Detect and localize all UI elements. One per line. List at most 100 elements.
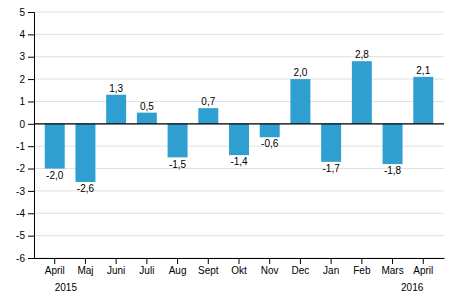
x-tick-label: Sept	[198, 265, 219, 276]
y-tick-mark	[28, 79, 34, 80]
y-tick: 0	[19, 119, 34, 130]
x-tick-mark	[208, 258, 209, 264]
x-tick-label: Nov	[261, 265, 279, 276]
y-tick-label: -3	[16, 186, 25, 197]
x-axis: April Maj Juni Juli Aug Sept Okt Nov Dec Jan Feb Ma…	[35, 258, 445, 276]
grid-line	[34, 12, 444, 13]
x-tick-mark	[177, 258, 178, 264]
data-label: -1,8	[384, 165, 402, 176]
x-tick-mark	[300, 258, 301, 264]
bar	[75, 124, 95, 182]
y-tick-mark	[28, 213, 34, 214]
x-tick-label: Dec	[292, 265, 310, 276]
x-tick-mark	[269, 258, 270, 264]
data-label: 2,8	[355, 49, 369, 60]
y-tick: 3	[19, 51, 34, 62]
data-label: 2,1	[416, 65, 430, 76]
y-tick-label: 4	[19, 29, 25, 40]
bar	[198, 108, 218, 124]
y-tick-mark	[28, 169, 34, 170]
x-tick-label: Jan	[323, 265, 339, 276]
bar	[321, 124, 341, 162]
x-tick-label: Juni	[107, 265, 125, 276]
x-tick: Aug	[169, 258, 187, 276]
chart: -6 -5 -4 -3 -2 -1 0 1 2 3 4 5 April Maj Juni Juli Aug Sep…	[0, 0, 454, 302]
grid-line	[34, 213, 444, 214]
x-tick-mark	[146, 258, 147, 264]
bar	[290, 79, 310, 124]
x-tick-mark	[54, 258, 55, 264]
y-tick-label: -6	[16, 253, 25, 264]
y-tick: 1	[19, 96, 34, 107]
year-label: 2015	[55, 282, 78, 293]
y-tick: -6	[16, 253, 34, 264]
x-tick-label: Aug	[169, 265, 187, 276]
y-tick-mark	[28, 12, 34, 13]
bar	[137, 113, 157, 124]
year-label: 2016	[401, 282, 424, 293]
y-tick-label: -5	[16, 230, 25, 241]
y-axis: -6 -5 -4 -3 -2 -1 0 1 2 3 4 5	[16, 7, 34, 264]
y-tick: -2	[16, 163, 34, 174]
plot: -6 -5 -4 -3 -2 -1 0 1 2 3 4 5 April Maj Juni Juli Aug Sep…	[16, 7, 444, 294]
grid	[34, 12, 444, 258]
x-tick-label: Feb	[353, 265, 371, 276]
x-tick: Juli	[139, 258, 154, 276]
y-tick-mark	[28, 258, 34, 259]
y-tick-label: 1	[19, 96, 25, 107]
y-tick: 5	[19, 7, 34, 18]
bar	[413, 77, 433, 124]
y-tick: 2	[19, 74, 34, 85]
x-tick: Mars	[381, 258, 403, 276]
x-tick-mark	[85, 258, 86, 264]
x-tick-label: April	[413, 265, 433, 276]
y-tick-mark	[28, 191, 34, 192]
y-tick-mark	[28, 124, 34, 125]
y-tick-mark	[28, 57, 34, 58]
x-tick: Okt	[231, 258, 247, 276]
y-tick-label: -1	[16, 141, 25, 152]
zero-line	[34, 123, 444, 124]
bar	[45, 124, 65, 169]
x-tick-mark	[361, 258, 362, 264]
y-tick-label: 2	[19, 74, 25, 85]
grid-line	[34, 190, 444, 191]
x-tick: Dec	[292, 258, 310, 276]
x-tick-label: Okt	[231, 265, 247, 276]
x-tick-label: Maj	[77, 265, 93, 276]
y-tick-label: -4	[16, 208, 25, 219]
data-label: 0,5	[140, 101, 154, 112]
bars	[45, 61, 434, 182]
data-label: -1,7	[323, 163, 341, 174]
grid-line	[34, 123, 444, 124]
y-tick-mark	[28, 146, 34, 147]
x-tick: Feb	[353, 258, 371, 276]
x-tick: Jan	[323, 258, 339, 276]
x-tick: Maj	[77, 258, 93, 276]
x-tick-label: Juli	[139, 265, 154, 276]
data-label: 1,3	[109, 83, 123, 94]
bar	[383, 124, 403, 164]
x-tick: Juni	[107, 258, 125, 276]
grid-line	[34, 79, 444, 80]
y-tick: 4	[19, 29, 34, 40]
grid-line	[34, 56, 444, 57]
x-tick: April	[413, 258, 433, 276]
data-labels: -2,0-2,61,30,5-1,50,7-1,4-0,62,0-1,72,8-…	[46, 49, 431, 194]
y-tick-label: -2	[16, 163, 25, 174]
y-tick-label: 0	[19, 119, 25, 130]
y-tick: -5	[16, 230, 34, 241]
x-tick: April	[45, 258, 65, 276]
data-label: -2,0	[46, 170, 64, 181]
x-tick: Sept	[198, 258, 219, 276]
x-tick-mark	[392, 258, 393, 264]
y-tick-mark	[28, 34, 34, 35]
x-tick: Nov	[261, 258, 279, 276]
x-tick-mark	[116, 258, 117, 264]
data-label: -0,6	[261, 138, 279, 149]
y-tick: -1	[16, 141, 34, 152]
x-tick-mark	[423, 258, 424, 264]
bar	[168, 124, 188, 158]
y-axis-line	[28, 13, 35, 259]
grid-line	[34, 101, 444, 102]
